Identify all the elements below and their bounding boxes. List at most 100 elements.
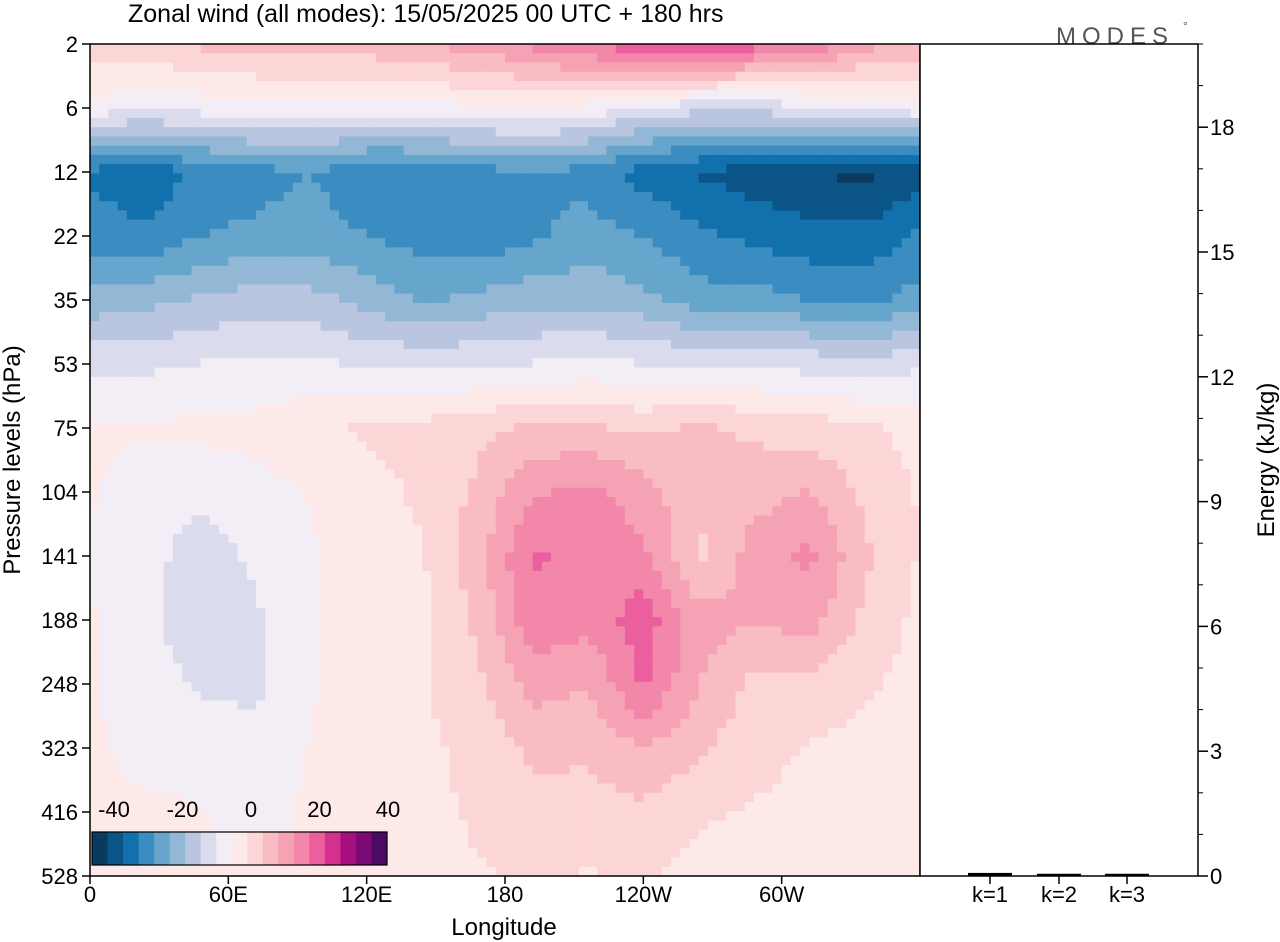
field-cell <box>864 71 875 82</box>
field-cell <box>532 339 543 350</box>
field-cell <box>578 127 589 138</box>
field-cell <box>652 423 663 433</box>
field-cell <box>302 99 312 110</box>
field-cell <box>108 201 119 211</box>
field-cell <box>191 117 202 128</box>
field-cell <box>431 173 442 184</box>
field-cell <box>846 413 857 424</box>
field-cell <box>680 247 691 258</box>
field-cell <box>643 450 654 461</box>
field-cell <box>209 164 220 175</box>
field-cell <box>477 450 488 461</box>
field-cell <box>385 182 395 193</box>
field-cell <box>329 367 340 378</box>
field-cell <box>652 496 663 507</box>
field-cell <box>505 404 515 415</box>
field-cell <box>790 515 801 526</box>
field-cell <box>864 543 875 554</box>
field-cell <box>366 53 377 64</box>
field-cell <box>505 265 515 276</box>
field-cell <box>440 524 451 535</box>
field-cell <box>698 441 709 452</box>
field-cell <box>283 247 294 258</box>
field-cell <box>246 201 257 211</box>
field-cell <box>449 201 460 211</box>
field-cell <box>403 80 414 91</box>
field-cell <box>90 543 100 554</box>
field-cell <box>90 524 100 535</box>
field-cell <box>910 108 921 119</box>
field-cell <box>560 450 571 461</box>
field-cell <box>689 524 700 535</box>
field-cell <box>366 302 377 313</box>
field-cell <box>624 53 635 64</box>
field-cell <box>348 71 359 82</box>
field-cell <box>707 191 718 202</box>
field-cell <box>578 164 589 175</box>
field-cell <box>237 53 248 64</box>
field-cell <box>375 228 386 239</box>
field-cell <box>597 460 608 470</box>
field-cell <box>569 201 580 211</box>
field-cell <box>892 136 903 147</box>
field-cell <box>901 238 912 248</box>
field-cell <box>219 524 229 535</box>
field-cell <box>486 173 497 184</box>
field-cell <box>689 44 700 54</box>
field-cell <box>339 339 349 350</box>
field-cell <box>200 302 211 313</box>
field-cell <box>412 117 423 128</box>
field-cell <box>486 376 497 387</box>
field-cell <box>901 533 912 544</box>
field-cell <box>873 339 884 350</box>
field-cell <box>182 376 193 387</box>
field-cell <box>514 450 525 461</box>
field-cell <box>707 376 718 387</box>
field-cell <box>458 487 469 498</box>
field-cell <box>864 238 875 248</box>
field-cell <box>283 395 294 406</box>
field-cell <box>809 90 820 101</box>
field-cell <box>541 506 552 517</box>
field-cell <box>754 191 764 202</box>
field-cell <box>126 108 137 119</box>
field-cell <box>532 543 543 554</box>
field-cell <box>283 99 294 110</box>
field-cell <box>403 164 414 175</box>
field-cell <box>173 376 183 387</box>
field-cell <box>339 247 349 258</box>
field-cell <box>117 441 128 452</box>
field-cell <box>901 117 912 128</box>
field-cell <box>680 423 691 433</box>
field-cell <box>173 543 183 554</box>
field-cell <box>615 71 626 82</box>
field-cell <box>671 543 681 554</box>
field-cell <box>126 210 137 221</box>
field-cell <box>403 312 414 322</box>
field-cell <box>412 432 423 443</box>
field-cell <box>754 487 764 498</box>
field-cell <box>200 44 211 54</box>
field-cell <box>744 90 755 101</box>
field-cell <box>440 275 451 285</box>
field-cell <box>99 62 110 73</box>
field-cell <box>744 238 755 248</box>
field-cell <box>523 330 534 341</box>
field-cell <box>790 339 801 350</box>
field-cell <box>689 423 700 433</box>
field-cell <box>191 247 202 258</box>
field-cell <box>910 386 921 396</box>
field-cell <box>837 108 847 119</box>
field-cell <box>781 117 792 128</box>
field-cell <box>800 302 810 313</box>
field-cell <box>375 441 386 452</box>
field-cell <box>274 173 285 184</box>
field-cell <box>772 127 783 138</box>
field-cell <box>634 515 644 526</box>
field-cell <box>772 90 783 101</box>
field-cell <box>173 487 183 498</box>
field-cell <box>136 145 146 156</box>
field-cell <box>551 441 561 452</box>
field-cell <box>200 395 211 406</box>
field-cell <box>873 487 884 498</box>
